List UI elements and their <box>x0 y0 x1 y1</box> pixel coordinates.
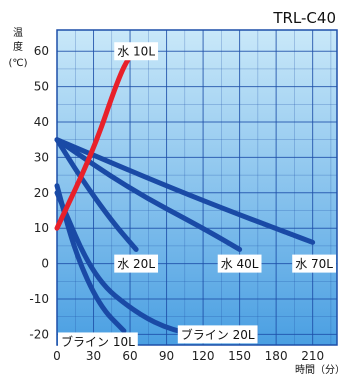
y-axis-unit: (℃) <box>8 58 27 69</box>
x-tick-label: 210 <box>301 349 324 363</box>
series-label-text: 水 40L <box>221 257 259 271</box>
y-tick-label: 50 <box>34 80 49 94</box>
series-line <box>54 137 243 252</box>
series-label: ブライン 20L <box>177 325 258 344</box>
y-axis-label-char-1: 温 <box>13 27 23 39</box>
y-tick-label: -20 <box>29 327 49 341</box>
series-label: 水 20L <box>114 254 159 273</box>
series-line <box>54 137 139 252</box>
y-tick-label: 20 <box>34 186 49 200</box>
series-label: 水 40L <box>217 254 262 273</box>
y-tick-label: 40 <box>34 115 49 129</box>
x-tick-label: 180 <box>265 349 288 363</box>
series-label-text: ブライン 10L <box>61 334 135 349</box>
x-axis-label: 時間（分） <box>295 364 341 376</box>
series-label-text: 水 20L <box>117 257 155 271</box>
y-tick-labels: 60 50 40 30 20 10 0 -10 -20 <box>29 44 49 341</box>
chart-title: TRL-C40 <box>272 9 336 27</box>
series-label-box <box>114 42 159 61</box>
x-tick-label: 30 <box>86 349 101 363</box>
x-tick-label: 60 <box>122 349 137 363</box>
series-labels: 水 10L 水 20L 水 40L 水 70L ブライン 10L ブライン 20L <box>58 42 336 351</box>
plot-area <box>56 29 338 346</box>
y-tick-label: -10 <box>29 292 49 306</box>
series-label-box <box>177 325 258 344</box>
x-tick-label: 90 <box>159 349 174 363</box>
series-label-box <box>114 254 159 273</box>
series-label-box <box>217 254 262 273</box>
y-tick-label: 30 <box>34 150 49 164</box>
series-label-text: 水 70L <box>295 257 333 271</box>
y-tick-label: 0 <box>41 257 49 271</box>
series-label: ブライン 10L <box>58 332 138 351</box>
series-label-text: 水 10L <box>117 45 155 59</box>
x-tick-label: 120 <box>192 349 215 363</box>
y-tick-label: 10 <box>34 221 49 235</box>
series-label: 水 10L <box>114 42 159 61</box>
series-label-text: ブライン 20L <box>181 327 255 342</box>
x-tick-label: 0 <box>53 349 61 363</box>
series-label-box <box>292 254 336 273</box>
x-tick-label: 150 <box>228 349 251 363</box>
y-axis-label-char-2: 度 <box>13 40 23 53</box>
series-label: 水 70L <box>292 254 336 273</box>
series-line <box>54 137 316 245</box>
y-tick-label: 60 <box>34 44 49 58</box>
x-tick-labels: 0 30 60 90 120 150 180 210 <box>53 349 324 363</box>
series-label-box <box>58 332 138 351</box>
